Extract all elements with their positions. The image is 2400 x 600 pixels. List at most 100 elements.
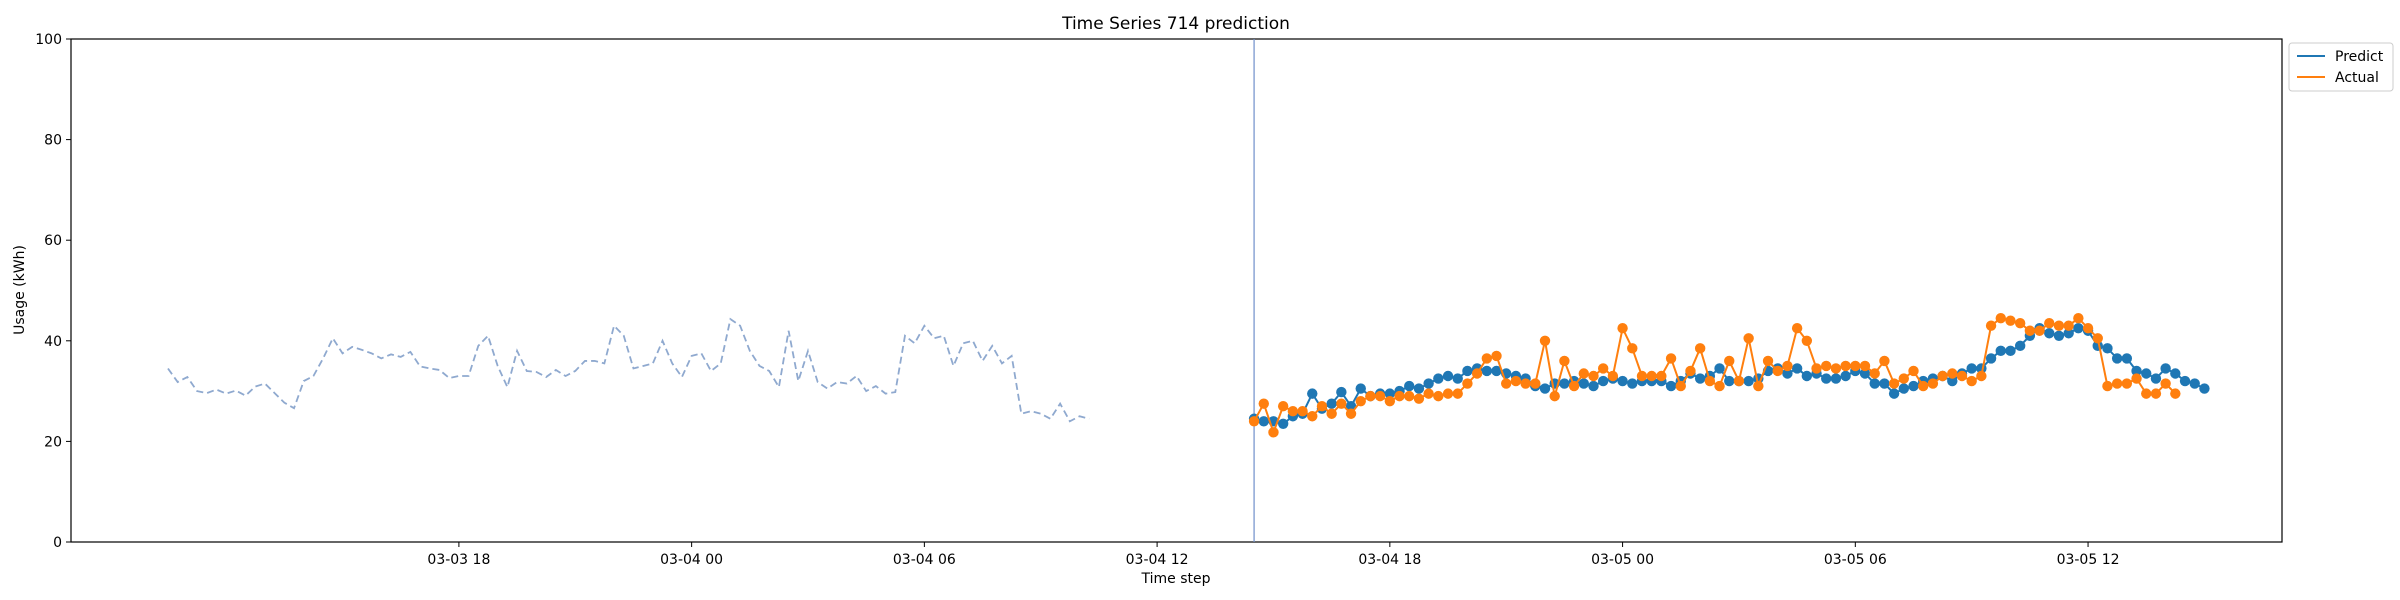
predict-point bbox=[1258, 416, 1269, 427]
actual-point bbox=[1355, 395, 1366, 407]
actual-point bbox=[1452, 388, 1463, 399]
predict-point bbox=[2150, 373, 2162, 384]
actual-point bbox=[1830, 363, 1842, 374]
actual-point bbox=[1501, 378, 1512, 389]
predict-point bbox=[1617, 375, 1628, 387]
predict-point bbox=[1830, 373, 1842, 384]
predict-point bbox=[2189, 378, 2200, 389]
predict-point bbox=[1452, 373, 1463, 384]
predict-point bbox=[1840, 370, 1851, 382]
actual-point bbox=[1404, 390, 1415, 402]
actual-point bbox=[1277, 400, 1289, 412]
predict-point bbox=[1442, 370, 1454, 382]
actual-point bbox=[1801, 335, 1813, 346]
actual-point bbox=[1588, 370, 1599, 382]
x-axis-label: Time step bbox=[1141, 571, 1211, 587]
predict-point bbox=[1898, 383, 1910, 394]
y-tick-label: 100 bbox=[35, 32, 62, 48]
actual-point bbox=[1617, 323, 1628, 334]
predict-point bbox=[1559, 378, 1570, 389]
legend: Predict Actual bbox=[2288, 42, 2394, 92]
y-tick-label: 60 bbox=[44, 233, 62, 249]
predict-point bbox=[1947, 375, 1958, 387]
predict-point bbox=[1433, 373, 1444, 384]
predict-point bbox=[1801, 370, 1813, 382]
actual-point bbox=[1442, 388, 1454, 399]
actual-point bbox=[1597, 363, 1609, 374]
actual-point bbox=[1772, 365, 1783, 377]
actual-point bbox=[1268, 427, 1279, 438]
history-series bbox=[167, 317, 1090, 423]
actual-series bbox=[1248, 312, 2181, 438]
actual-point bbox=[1850, 360, 1861, 372]
actual-point bbox=[1559, 355, 1570, 367]
actual-point bbox=[1840, 360, 1851, 372]
actual-point bbox=[1462, 378, 1473, 389]
actual-point bbox=[1423, 388, 1434, 399]
actual-point bbox=[1520, 378, 1531, 389]
actual-point bbox=[2111, 378, 2123, 389]
actual-point bbox=[1471, 368, 1483, 379]
actual-point bbox=[1704, 375, 1716, 387]
actual-point bbox=[1297, 406, 1308, 417]
y-tick-label: 0 bbox=[53, 535, 62, 551]
predict-point bbox=[1908, 380, 1919, 392]
x-axis: 03-03 18 03-04 00 03-04 06 03-04 12 03-04 18… bbox=[427, 542, 2120, 568]
actual-point bbox=[1258, 398, 1269, 409]
predict-point bbox=[1597, 375, 1609, 387]
y-tick-label: 40 bbox=[44, 334, 62, 350]
predict-point bbox=[1879, 378, 1890, 389]
y-tick-label: 20 bbox=[44, 434, 62, 450]
predict-point bbox=[1888, 388, 1900, 399]
actual-point bbox=[1491, 350, 1502, 362]
actual-point bbox=[2014, 317, 2026, 329]
actual-point bbox=[1316, 400, 1328, 412]
history-line bbox=[167, 317, 1090, 423]
actual-point bbox=[2034, 325, 2045, 336]
predict-point bbox=[1821, 373, 1832, 384]
actual-point bbox=[1539, 335, 1551, 346]
actual-point bbox=[1307, 411, 1318, 422]
actual-point bbox=[1995, 312, 2006, 324]
y-tick-label: 80 bbox=[44, 133, 62, 149]
actual-point bbox=[2063, 320, 2074, 331]
actual-point bbox=[2141, 388, 2152, 399]
actual-point bbox=[1287, 406, 1299, 417]
predict-point bbox=[2102, 343, 2113, 354]
x-tick-label: 03-05 06 bbox=[1824, 552, 1887, 568]
predict-point bbox=[2063, 328, 2074, 339]
actual-point bbox=[1685, 365, 1696, 377]
predict-series bbox=[1248, 323, 2210, 429]
predict-point bbox=[1326, 398, 1337, 409]
actual-point bbox=[2131, 373, 2142, 384]
actual-point bbox=[2053, 320, 2065, 331]
actual-point bbox=[2073, 312, 2084, 324]
actual-point bbox=[1578, 368, 1589, 379]
predict-point bbox=[1665, 380, 1677, 392]
actual-point bbox=[2121, 378, 2133, 389]
predict-point bbox=[1384, 388, 1396, 399]
actual-point bbox=[1908, 365, 1919, 377]
actual-point bbox=[1336, 398, 1347, 409]
predict-point bbox=[1462, 365, 1473, 377]
legend-predict-label: Predict bbox=[2335, 49, 2384, 65]
actual-point bbox=[1656, 370, 1667, 382]
actual-point bbox=[2092, 333, 2103, 344]
predict-point bbox=[1578, 378, 1589, 389]
predict-point bbox=[1791, 363, 1803, 374]
predict-point bbox=[1995, 345, 2006, 357]
actual-point bbox=[1627, 343, 1638, 354]
actual-point bbox=[1976, 370, 1987, 382]
predict-point bbox=[1423, 378, 1434, 389]
predict-point bbox=[1481, 365, 1493, 377]
predict-point bbox=[2160, 363, 2171, 374]
x-tick-label: 03-04 12 bbox=[1126, 552, 1189, 568]
predict-point bbox=[2179, 375, 2191, 387]
predict-point bbox=[1491, 365, 1502, 377]
actual-point bbox=[2024, 325, 2036, 336]
actual-point bbox=[1413, 393, 1425, 404]
predict-point bbox=[2073, 323, 2084, 334]
predict-point bbox=[1404, 380, 1415, 392]
predict-point bbox=[2111, 353, 2123, 364]
actual-point bbox=[1724, 355, 1735, 367]
